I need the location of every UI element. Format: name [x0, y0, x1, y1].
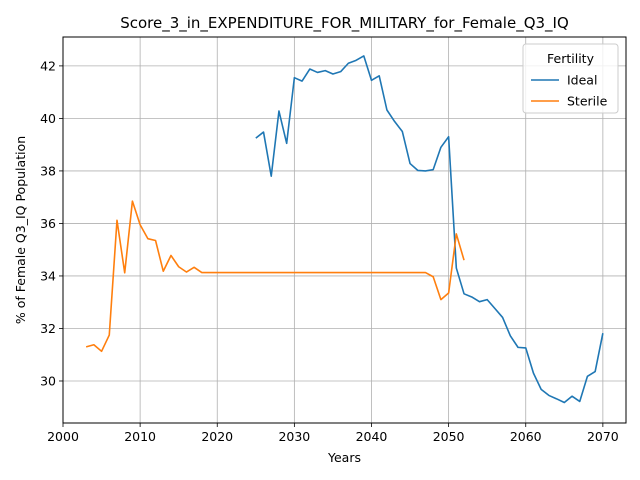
x-axis: 2000 2010 2020 2030 2040 2050 2060 2070 [47, 423, 619, 444]
legend-box [522, 43, 619, 114]
y-tick-label: 38 [40, 163, 56, 178]
y-tick-label: 32 [40, 321, 56, 336]
y-axis: 30 32 34 36 38 40 42 [40, 58, 63, 388]
x-tick-label: 2020 [201, 429, 233, 444]
y-tick-label: 34 [40, 268, 56, 283]
legend-label-ideal: Ideal [567, 73, 597, 88]
y-axis-label: % of Female Q3_IQ Population [13, 136, 28, 324]
plot-frame [62, 36, 627, 424]
legend-label-sterile: Sterile [567, 94, 608, 109]
series-layer [85, 55, 604, 404]
y-tick-label: 30 [40, 373, 56, 388]
x-axis-label: Years [327, 450, 361, 465]
x-tick-label: 2040 [356, 429, 388, 444]
y-tick-label: 42 [40, 58, 56, 73]
legend-title: Fertility [547, 51, 595, 66]
x-tick-label: 2050 [433, 429, 465, 444]
x-tick-label: 2060 [510, 429, 542, 444]
series-line-sterile [85, 200, 465, 353]
legend-items: Ideal Sterile [531, 73, 608, 109]
x-tick-label: 2000 [47, 429, 79, 444]
legend: Fertility Ideal Sterile [522, 43, 619, 114]
series-line-ideal [255, 55, 604, 404]
x-tick-label: 2070 [587, 429, 619, 444]
x-tick-label: 2030 [278, 429, 310, 444]
chart-title: Score_3_in_EXPENDITURE_FOR_MILITARY_for_… [120, 14, 569, 33]
y-tick-label: 40 [40, 111, 56, 126]
y-tick-label: 36 [40, 216, 56, 231]
x-tick-label: 2010 [124, 429, 156, 444]
